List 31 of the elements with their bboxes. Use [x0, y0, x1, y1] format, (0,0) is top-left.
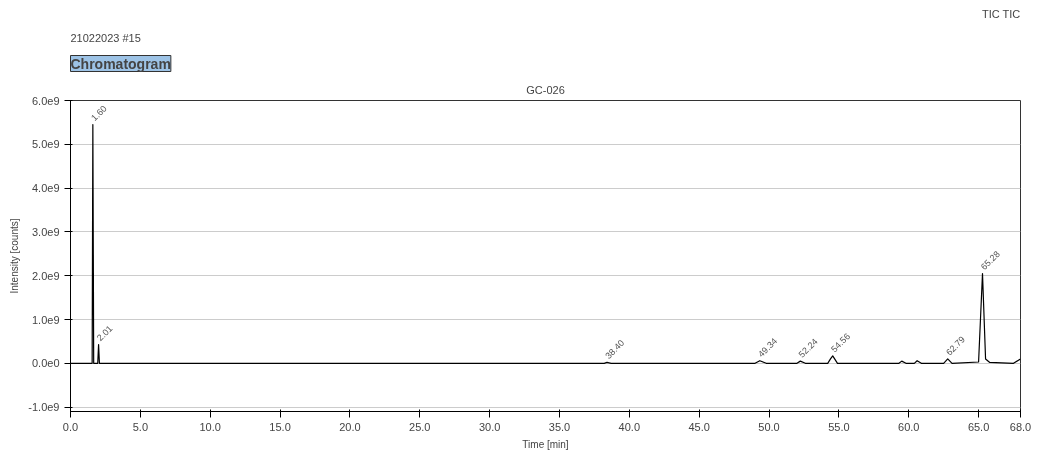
x-tick-label: 15.0	[269, 420, 291, 433]
y-tick-label: 0.0e0	[31, 357, 60, 370]
y-tick-label: 2.0e9	[31, 269, 60, 282]
x-tick-label: 35.0	[548, 420, 571, 433]
text: TIC TIC	[982, 7, 1021, 20]
x-tick-label: 45.0	[688, 420, 710, 433]
x-tick-label: 30.0	[478, 420, 501, 433]
y-tick-label: 4.0e9	[31, 182, 60, 195]
text: 21022023 #15	[70, 31, 141, 44]
y-tick-label: -1.0e9	[28, 401, 60, 414]
x-tick-label: 5.0	[132, 420, 148, 433]
x-tick-label: 40.0	[618, 420, 641, 433]
annotation: 2.01	[94, 323, 115, 343]
x-tick-label: 68.0	[1009, 420, 1032, 433]
x-axis-title: Time [min]	[522, 438, 569, 450]
x-tick-label: 10.0	[199, 420, 221, 433]
annotation: 1.60	[89, 103, 109, 124]
x-tick-label: 50.0	[758, 420, 780, 433]
y-tick-label: 6.0e9	[31, 94, 60, 107]
x-tick-label: 20.0	[339, 420, 361, 433]
x-tick-label: 60.0	[898, 420, 920, 433]
y-tick-label: 1.0e9	[31, 313, 60, 326]
x-tick-label: 65.0	[967, 420, 990, 433]
x-tick-label: 25.0	[409, 420, 431, 433]
y-tick-label: 3.0e9	[31, 225, 60, 238]
y-axis-title: Intensity [counts]	[9, 218, 21, 294]
chart-title: Chromatogram	[70, 55, 171, 72]
y-tick-label: 5.0e9	[31, 138, 60, 151]
x-tick-label: 55.0	[828, 420, 850, 433]
chart-subtitle: GC-026	[526, 83, 565, 96]
x-tick-label: 0.0	[62, 420, 79, 433]
